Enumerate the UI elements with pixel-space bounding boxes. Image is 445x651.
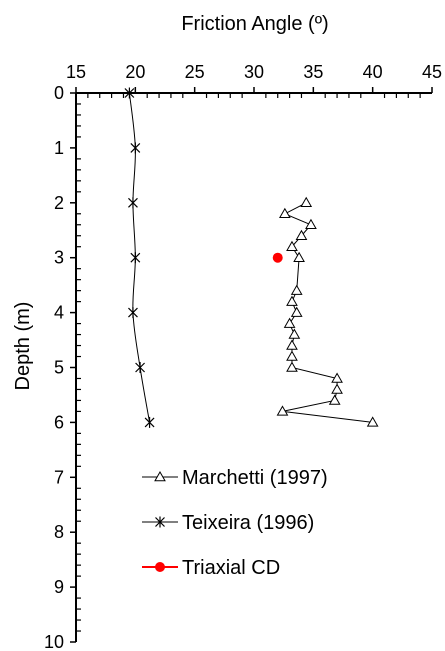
data-point bbox=[366, 416, 379, 427]
data-point bbox=[293, 251, 305, 262]
data-point bbox=[144, 416, 155, 428]
data-point bbox=[130, 142, 141, 154]
y-axis-title: Depth (m) bbox=[12, 302, 34, 391]
legend-label: Triaxial CD bbox=[182, 557, 280, 579]
y-tick-label: 5 bbox=[54, 358, 64, 378]
x-tick-label: 25 bbox=[185, 62, 205, 82]
data-point bbox=[124, 87, 135, 99]
series-layer bbox=[124, 87, 379, 428]
data-point bbox=[278, 207, 291, 219]
x-tick-label: 30 bbox=[244, 62, 264, 82]
data-point bbox=[283, 317, 296, 328]
legend-swatch-marker bbox=[155, 562, 165, 572]
data-point bbox=[286, 361, 298, 372]
y-tick-label: 1 bbox=[54, 138, 64, 158]
y-tick-label: 3 bbox=[54, 248, 64, 268]
x-tick-label: 40 bbox=[363, 62, 383, 82]
y-tick-label: 2 bbox=[54, 193, 64, 213]
data-point bbox=[331, 383, 343, 394]
data-point bbox=[328, 394, 341, 405]
data-point bbox=[290, 306, 303, 317]
x-tick-label: 20 bbox=[125, 62, 145, 82]
data-point bbox=[276, 405, 289, 416]
legend-item: Triaxial CD bbox=[142, 557, 280, 579]
data-point bbox=[128, 197, 138, 209]
data-point bbox=[286, 240, 298, 251]
legend-label: Teixeira (1996) bbox=[182, 512, 314, 534]
data-point bbox=[128, 307, 138, 319]
data-point bbox=[135, 362, 146, 373]
series-1 bbox=[124, 87, 155, 428]
legend: Marchetti (1997) Teixeira (1996) Triaxial … bbox=[142, 467, 328, 579]
legend-swatch-marker bbox=[155, 516, 165, 528]
x-tick-label: 45 bbox=[422, 62, 442, 82]
series-0 bbox=[276, 196, 379, 427]
y-tick-label: 0 bbox=[54, 83, 64, 103]
x-tick-label: 35 bbox=[303, 62, 323, 82]
data-point bbox=[290, 284, 303, 295]
y-tick-label: 6 bbox=[54, 412, 64, 432]
y-tick-label: 7 bbox=[54, 467, 64, 487]
data-point bbox=[130, 252, 141, 264]
data-point bbox=[305, 218, 317, 230]
data-point bbox=[272, 252, 283, 263]
data-point bbox=[286, 339, 298, 350]
data-point bbox=[286, 295, 298, 306]
legend-item: Teixeira (1996) bbox=[142, 512, 314, 534]
x-tick-label: 15 bbox=[66, 62, 86, 82]
data-point bbox=[331, 372, 343, 383]
legend-item: Marchetti (1997) bbox=[142, 467, 328, 489]
series-2 bbox=[272, 252, 283, 263]
y-tick-label: 9 bbox=[54, 577, 64, 597]
y-tick-label: 8 bbox=[54, 522, 64, 542]
y-tick-label: 4 bbox=[54, 303, 64, 323]
data-point bbox=[286, 350, 298, 361]
legend-label: Marchetti (1997) bbox=[182, 467, 328, 489]
data-point bbox=[295, 229, 308, 240]
y-tick-label: 10 bbox=[44, 632, 64, 651]
x-axis-title: Friction Angle (º) bbox=[181, 13, 328, 35]
data-point bbox=[300, 196, 313, 208]
legend-swatch-marker bbox=[154, 470, 166, 482]
data-point bbox=[288, 328, 301, 339]
